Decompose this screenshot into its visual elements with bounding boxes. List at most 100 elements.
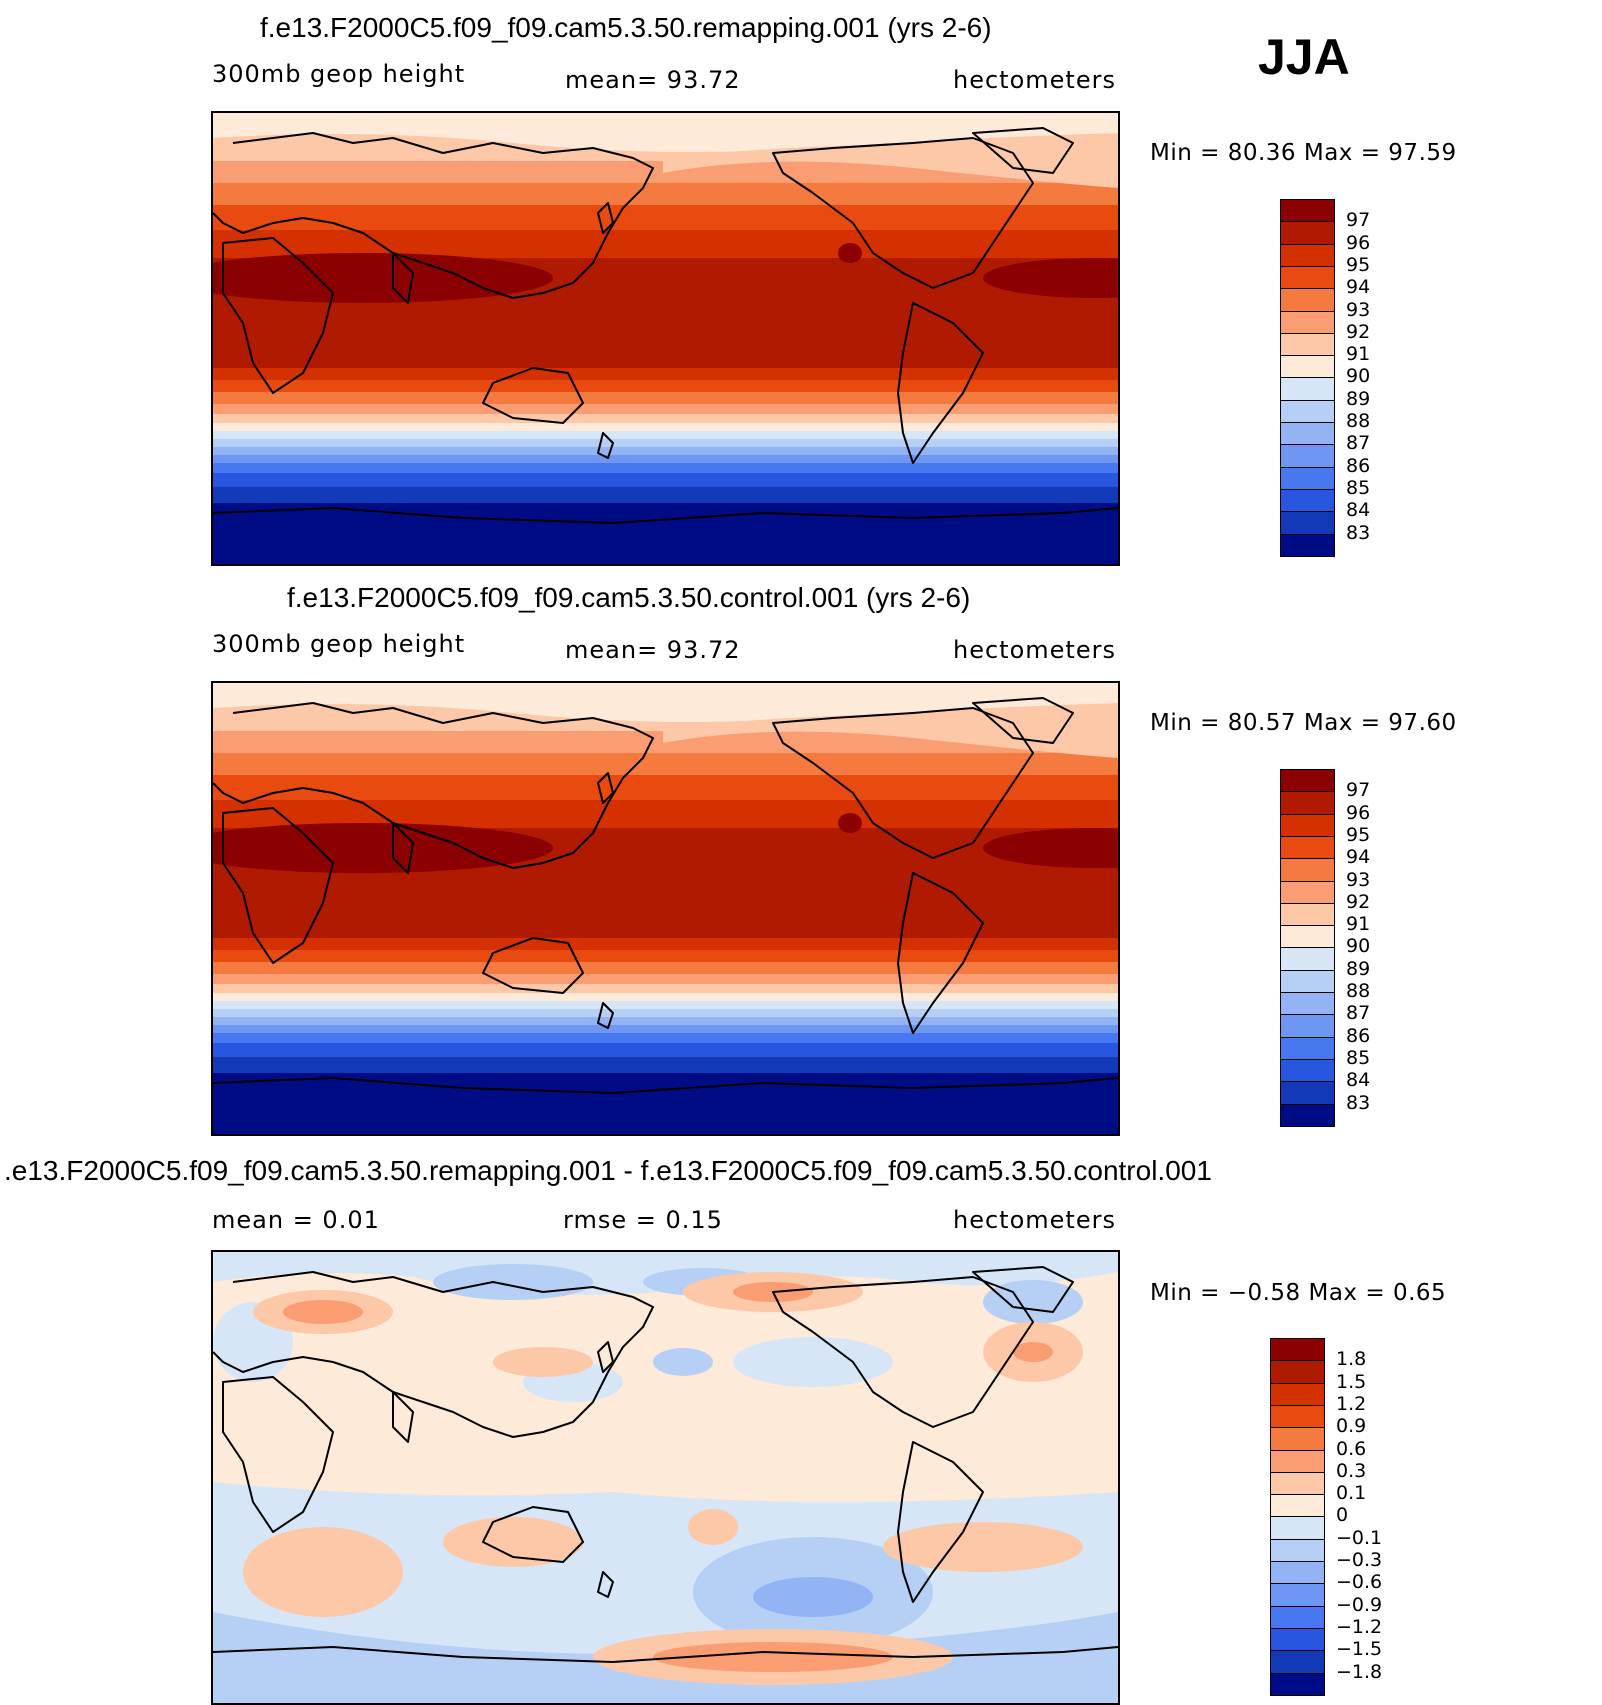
colorbar-label: −0.1	[1336, 1526, 1383, 1549]
colorbar-label: 95	[1346, 253, 1371, 276]
contour-region	[433, 1264, 593, 1300]
contour-band	[213, 205, 1118, 230]
contour-band	[213, 473, 1118, 487]
panel-1-mean: mean= 93.72	[565, 66, 741, 94]
coastline	[597, 772, 614, 804]
colorbar-swatch	[1280, 992, 1335, 1016]
contour-region	[213, 683, 1118, 722]
colorbar-swatch	[1280, 1036, 1335, 1061]
colorbar-swatch	[1280, 902, 1335, 927]
colorbar-label: 96	[1346, 231, 1371, 254]
contour-band	[213, 463, 1118, 473]
colorbar-swatch	[1270, 1449, 1325, 1474]
contour-band	[213, 984, 1118, 993]
contour-region	[1013, 1342, 1053, 1362]
contour-band	[213, 962, 1118, 974]
colorbar-swatch	[1280, 858, 1335, 882]
coastline	[597, 1341, 614, 1373]
coastline	[222, 1376, 334, 1533]
panel-1-title: f.e13.F2000C5.f09_f09.cam5.3.50.remappin…	[260, 12, 992, 43]
colorbar-swatch	[1280, 511, 1335, 535]
colorbar-swatch	[1280, 422, 1335, 446]
contour-region	[653, 1642, 893, 1672]
contour-band	[213, 938, 1118, 950]
colorbar-swatch	[1280, 488, 1335, 513]
colorbar-label: −0.9	[1336, 1593, 1383, 1616]
contour-region	[443, 1517, 583, 1567]
colorbar-label: −1.5	[1336, 1638, 1383, 1661]
colorbar-label: 95	[1346, 823, 1371, 846]
coastline	[597, 1571, 614, 1598]
colorbar-label: −1.2	[1336, 1615, 1383, 1638]
panel-1-minmax: Min = 80.36 Max = 97.59	[1150, 140, 1457, 166]
colorbar-label: 94	[1346, 276, 1371, 299]
panel-3-colorbar: 1.8 1.5 1.2 0.9 0.6 0.3 0.1 0 −0.1 −0.3 −0.6 −0.9 −1…	[1270, 1338, 1382, 1697]
colorbar-label: 0	[1336, 1504, 1349, 1527]
contour-band	[213, 431, 1118, 439]
panel-1-map	[211, 111, 1120, 566]
coastline	[482, 367, 584, 424]
coastline	[392, 1391, 414, 1443]
colorbar-swatch	[1280, 444, 1335, 469]
contour-region	[213, 113, 1118, 152]
panel-2-title: f.e13.F2000C5.f09_f09.cam5.3.50.control.…	[287, 582, 971, 613]
coastline	[213, 1271, 654, 1438]
colorbar-label: 90	[1346, 935, 1371, 958]
colorbar-swatch	[1280, 399, 1335, 424]
colorbar-label: 90	[1346, 365, 1371, 388]
panel-3-title: .e13.F2000C5.f09_f09.cam5.3.50.remapping…	[4, 1155, 1212, 1186]
colorbar-swatch	[1280, 377, 1335, 402]
contour-band	[213, 439, 1118, 447]
colorbar-swatch	[1280, 243, 1335, 268]
contour-band	[213, 1017, 1118, 1025]
colorbar-label: 92	[1346, 320, 1371, 343]
coastline	[897, 1441, 984, 1603]
season-label: JJA	[1258, 29, 1350, 85]
contour-band	[213, 974, 1118, 984]
colorbar-label: 84	[1346, 499, 1371, 522]
contour-region	[688, 1509, 738, 1545]
colorbar-swatch	[1270, 1583, 1325, 1608]
colorbar-label: 86	[1346, 1024, 1371, 1047]
colorbar-label: 1.5	[1336, 1370, 1367, 1393]
panel-3-rmse: rmse = 0.15	[563, 1206, 723, 1234]
coastline	[222, 807, 334, 964]
colorbar-label: 83	[1346, 1091, 1371, 1114]
colorbar-swatch	[1270, 1627, 1325, 1652]
colorbar-label: 0.9	[1336, 1415, 1367, 1438]
colorbar-swatch	[1270, 1427, 1325, 1451]
coastline	[972, 1266, 1074, 1313]
colorbar-swatch	[1270, 1404, 1325, 1429]
colorbar-swatch	[1280, 1081, 1335, 1105]
panel-2-units: hectometers	[953, 636, 1116, 664]
coastline	[213, 507, 1118, 524]
colorbar-label: 93	[1346, 298, 1371, 321]
colorbar-label: 0.1	[1336, 1482, 1367, 1505]
contour-region	[663, 714, 1118, 758]
contour-band	[213, 1001, 1118, 1009]
colorbar-swatch	[1270, 1672, 1325, 1697]
colorbar-swatch	[1280, 813, 1335, 838]
contour-band	[213, 950, 1118, 962]
coastline	[213, 702, 654, 869]
panel-2-colorbar: 97 96 95 94 93 92 91 90 89 88 87 86 85 84 83	[1280, 769, 1370, 1128]
colorbar-label: 97	[1346, 779, 1371, 802]
colorbar-label: −1.8	[1336, 1660, 1383, 1683]
colorbar-label: 91	[1346, 343, 1371, 366]
contour-region	[663, 144, 1118, 188]
colorbar-label: 88	[1346, 410, 1371, 432]
contour-region	[213, 823, 553, 873]
coastline	[213, 1646, 1118, 1663]
contour-region	[983, 828, 1118, 868]
contour-band	[213, 447, 1118, 455]
colorbar-swatch	[1280, 947, 1335, 972]
panel-1-map-canvas	[213, 113, 1118, 564]
contour-region	[838, 813, 862, 833]
contour-band	[213, 423, 1118, 431]
contour-band	[213, 1057, 1118, 1073]
colorbar-label: 94	[1346, 846, 1371, 869]
colorbar-swatch	[1270, 1471, 1325, 1496]
coastline	[213, 1077, 1118, 1094]
colorbar-swatch	[1280, 466, 1335, 491]
colorbar-swatch	[1270, 1561, 1325, 1585]
